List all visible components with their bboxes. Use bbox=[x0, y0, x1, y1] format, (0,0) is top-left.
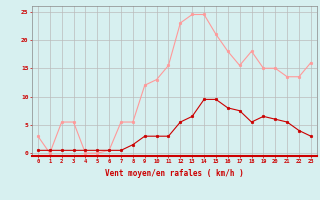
X-axis label: Vent moyen/en rafales ( km/h ): Vent moyen/en rafales ( km/h ) bbox=[105, 169, 244, 178]
